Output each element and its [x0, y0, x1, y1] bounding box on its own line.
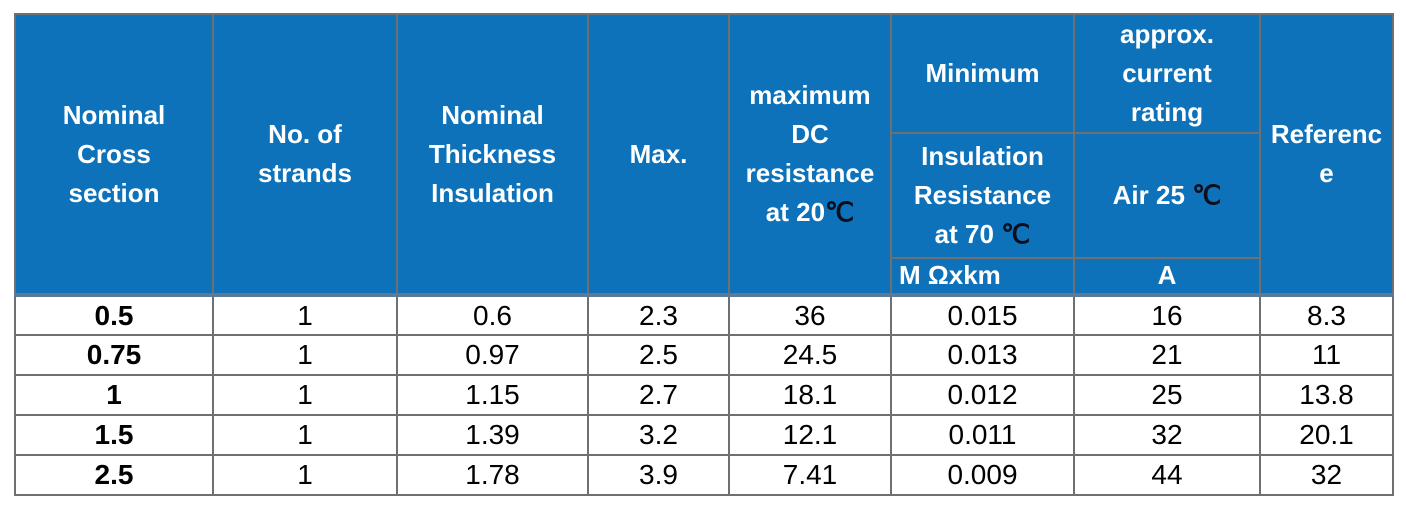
table-cell: 3.9 [587, 454, 730, 496]
table-cell: 20.1 [1259, 414, 1394, 456]
header-text: at 20 [765, 197, 826, 227]
header-line: Thickness [428, 138, 557, 169]
table-cell: 21 [1073, 334, 1261, 376]
header-line: No. of [268, 119, 342, 149]
table-cell: 0.6 [396, 293, 589, 336]
header-line: Max. [629, 138, 688, 169]
header-max: Max. [587, 13, 730, 296]
header-unit-ampere: A [1073, 257, 1261, 297]
page: Nominal Cross section No. of strands Nom… [14, 13, 1394, 496]
table-cell: 25 [1073, 374, 1261, 416]
header-reference: Referenc e [1259, 13, 1394, 296]
header-line: section [68, 177, 160, 208]
header-line: Air 25 ℃ [1077, 176, 1257, 215]
header-line: maximum [749, 80, 871, 110]
header-line: Insulation [431, 177, 554, 208]
header-line: approx. [1120, 19, 1214, 49]
table-cell: 0.013 [890, 334, 1075, 376]
degree-celsius-symbol: ℃ [1001, 220, 1031, 249]
table-cell: 0.015 [890, 293, 1075, 336]
table-cell: 24.5 [728, 334, 892, 376]
table-cell: 1 [212, 374, 398, 416]
header-nominal-thickness-insulation: Nominal Thickness Insulation [396, 13, 589, 296]
table-cell: 1.5 [14, 414, 214, 456]
table-cell: 1.78 [396, 454, 589, 496]
header-line: Nominal [62, 99, 166, 130]
header-line: current [1122, 58, 1212, 88]
table-cell: 2.5 [14, 454, 214, 496]
header-line: at 20℃ [732, 193, 888, 232]
table-cell: 3.2 [587, 414, 730, 456]
header-insulation-resistance: Insulation Resistance at 70 ℃ [890, 132, 1075, 259]
header-line: strands [258, 158, 352, 188]
table-cell: 0.011 [890, 414, 1075, 456]
table-cell: 1.15 [396, 374, 589, 416]
header-line: rating [1130, 97, 1204, 127]
table-cell: 1 [14, 374, 214, 416]
header-minimum: Minimum [890, 13, 1075, 134]
table-cell: 36 [728, 293, 892, 336]
header-line: e [1319, 158, 1334, 188]
header-row-top: Nominal Cross section No. of strands Nom… [14, 13, 1394, 296]
degree-celsius-symbol: ℃ [1192, 181, 1222, 210]
header-max-dc-resistance: maximum DC resistance at 20℃ [728, 13, 892, 296]
table-cell: 44 [1073, 454, 1261, 496]
header-line: at 70 ℃ [894, 215, 1071, 254]
degree-celsius-symbol: ℃ [825, 198, 855, 227]
header-line: resistance [745, 158, 875, 188]
header-line: Insulation [921, 141, 1044, 171]
header-line: Referenc [1270, 119, 1383, 149]
table-cell: 0.012 [890, 374, 1075, 416]
header-row-units: M Ωxkm A [15, 257, 1393, 297]
table-cell: 8.3 [1259, 293, 1394, 336]
table-cell: 12.1 [728, 414, 892, 456]
table-cell: 13.8 [1259, 374, 1394, 416]
table-cell: 1.39 [396, 414, 589, 456]
table-cell: 7.41 [728, 454, 892, 496]
table-cell: 1 [212, 454, 398, 496]
header-line: Nominal [441, 99, 544, 130]
table-row: 1.5 1 1.39 3.2 12.1 0.011 32 20.1 [14, 414, 1394, 456]
header-line: Minimum [925, 58, 1040, 88]
table-cell: 32 [1073, 414, 1261, 456]
header-approx-current-rating: approx. current rating [1073, 13, 1261, 134]
header-line: Resistance [913, 180, 1052, 210]
header-air-25c: Air 25 ℃ [1073, 132, 1261, 259]
table-cell: 1 [212, 414, 398, 456]
table-row: 1 1 1.15 2.7 18.1 0.012 25 13.8 [14, 374, 1394, 416]
table-cell: 0.75 [14, 334, 214, 376]
header-no-of-strands: No. of strands [212, 13, 398, 296]
table-cell: 32 [1259, 454, 1394, 496]
table-cell: 11 [1259, 334, 1394, 376]
table-cell: 18.1 [728, 374, 892, 416]
table-cell: 2.5 [587, 334, 730, 376]
header-text: at 70 [934, 219, 1002, 249]
table-cell: 1 [212, 293, 398, 336]
header-unit-mohm-km: M Ωxkm [890, 257, 1075, 297]
header-line: DC [791, 119, 829, 149]
table-cell: 2.7 [587, 374, 730, 416]
table-row: 2.5 1 1.78 3.9 7.41 0.009 44 32 [14, 454, 1394, 496]
table-cell: 0.5 [14, 293, 214, 336]
header-text: Air 25 [1112, 180, 1193, 210]
table-row: 0.5 1 0.6 2.3 36 0.015 16 8.3 [14, 293, 1394, 336]
table-cell: 0.009 [890, 454, 1075, 496]
table-cell: 0.97 [396, 334, 589, 376]
table-cell: 1 [212, 334, 398, 376]
header-nominal-cross-section: Nominal Cross section [14, 13, 214, 296]
table-cell: 16 [1073, 293, 1261, 336]
header-row-middle: Insulation Resistance at 70 ℃ Air 25 ℃ [15, 132, 1393, 259]
table-cell: 2.3 [587, 293, 730, 336]
header-line: Cross [77, 138, 151, 169]
table-row: 0.75 1 0.97 2.5 24.5 0.013 21 11 [14, 334, 1394, 376]
cable-spec-table: Nominal Cross section No. of strands Nom… [14, 13, 1394, 496]
